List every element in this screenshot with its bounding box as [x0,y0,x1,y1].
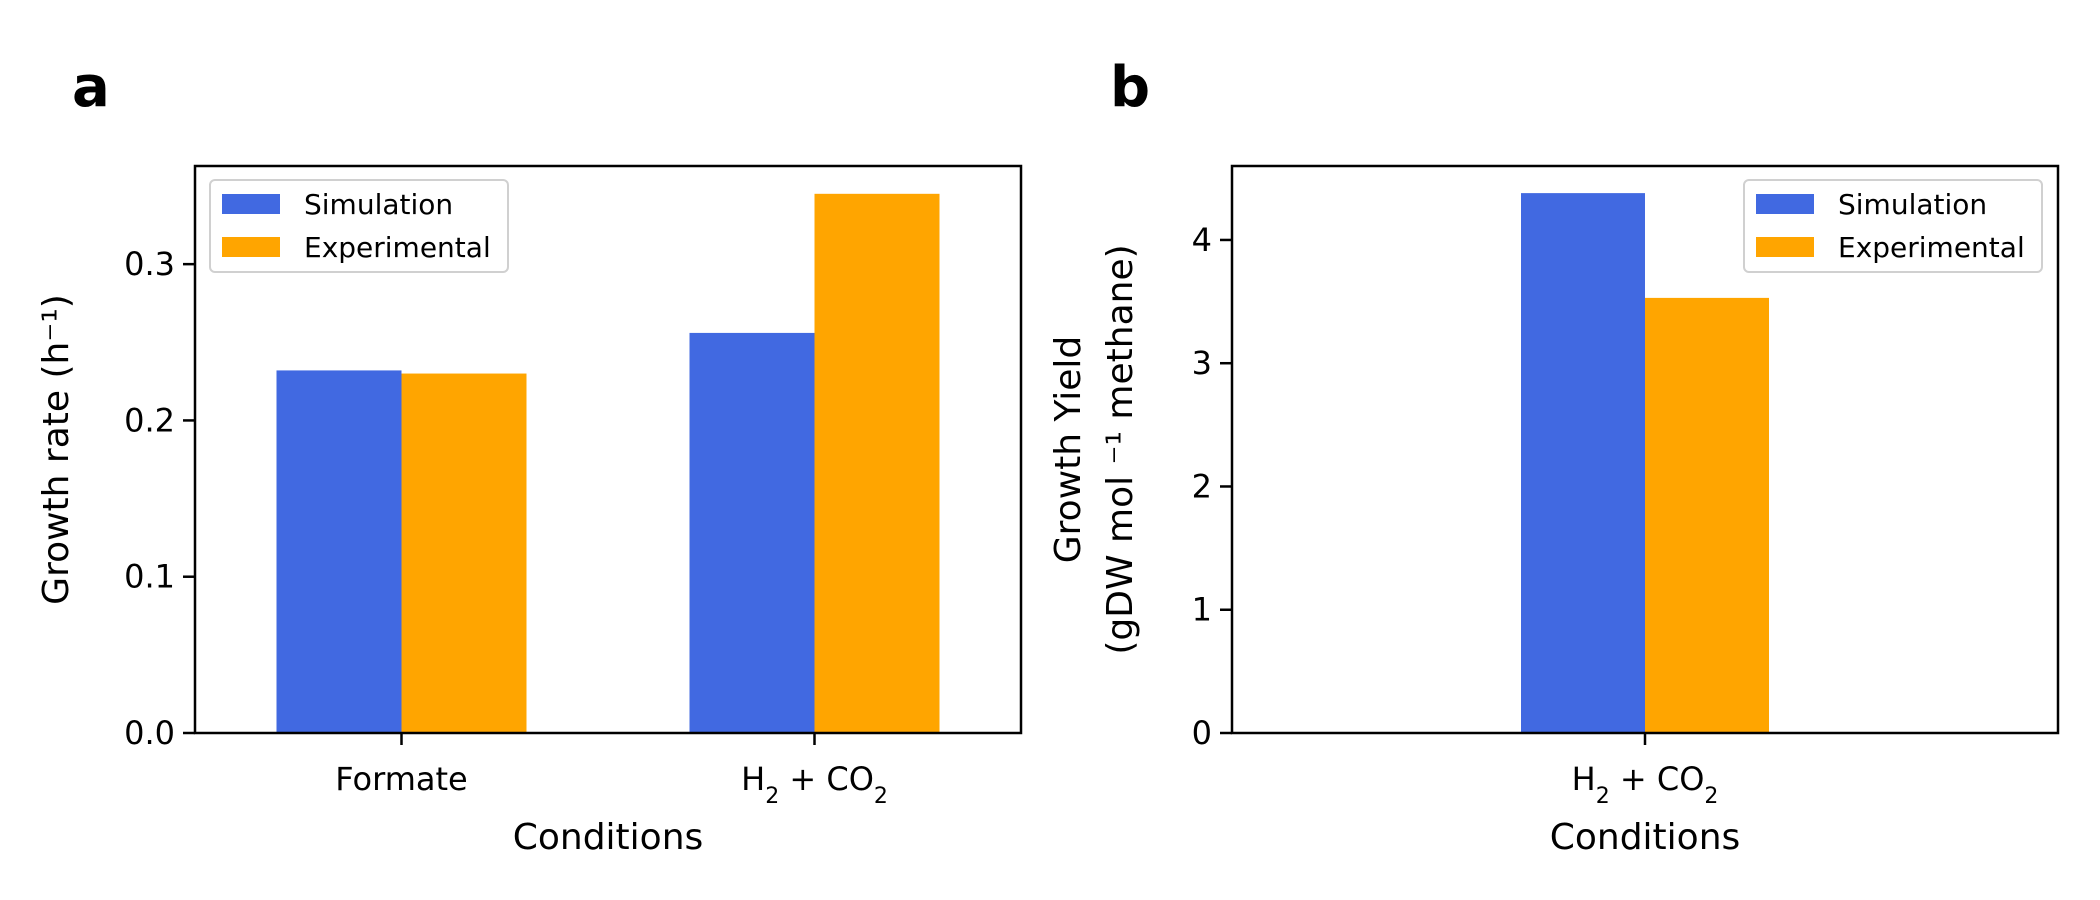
panel-a-legend-label-simulation: Simulation [304,188,453,221]
panel-a-legend-label-experimental: Experimental [304,231,491,264]
panel-a: a 0.0 0.1 0.2 0.3 Formate H2 + CO2 Condition… [36,55,1023,858]
panel-b-legend-swatch-simulation [1756,194,1814,214]
panel-a-bar-experimental-formate [401,373,527,733]
panel-a-y-tick-label: 0.3 [124,245,175,283]
panel-a-legend-swatch-simulation [222,194,280,214]
panel-b-x-axis-title: Conditions [1550,817,1741,858]
panel-a-bar-experimental-h-co [814,193,940,734]
panel-a-legend: Simulation Experimental [209,179,509,273]
panel-b-legend-box [1743,179,2043,273]
panel-b-x-ticks: H2 + CO2 [1572,733,1719,809]
panel-a-bar-simulation-h-co [689,332,815,733]
panel-a-bars [276,193,940,734]
panel-a-x-tick-label-h-co: H2 + CO2 [741,760,888,809]
panel-a-axes-frame [193,164,1023,735]
panel-a-letter: a [72,55,110,120]
panel-b-legend-label-simulation: Simulation [1838,188,1987,221]
panel-b-bars [1521,193,1769,734]
panel-a-y-tick-label: 0.2 [124,401,175,439]
panel-b-x-tick-label-h-co: H2 + CO2 [1572,760,1719,809]
panel-b-bar-experimental-h-co [1645,297,1769,733]
panel-b-y-axis-title-line2: (gDW mol ⁻¹ methane) [1100,244,1141,654]
panel-a-legend-swatch-experimental [222,237,280,257]
panel-b-y-axis-title-line1: Growth Yield [1048,336,1089,563]
panel-b-legend: Simulation Experimental [1743,179,2043,273]
panel-a-y-axis-title: Growth rate (h⁻¹) [36,294,77,605]
panel-a-x-tick-label-formate: Formate [335,760,467,798]
panel-a-y-tick-label: 0.0 [124,714,175,752]
panel-b-y-tick-label: 4 [1192,221,1212,259]
panel-b-y-tick-label: 3 [1192,344,1212,382]
panel-b-y-tick-label: 1 [1192,591,1212,629]
panel-b-y-tick-label: 2 [1192,467,1212,505]
panel-a-y-tick-label: 0.1 [124,558,175,596]
panel-b-letter: b [1110,55,1150,120]
panel-b-legend-swatch-experimental [1756,237,1814,257]
panel-b-axes-frame [1230,164,2060,735]
panel-a-x-ticks: Formate H2 + CO2 [335,733,888,809]
panel-b-legend-label-experimental: Experimental [1838,231,2025,264]
panel-b-bar-simulation-h-co [1521,193,1645,734]
panel-a-legend-box [209,179,509,273]
panel-b: b 0 1 2 3 4 H2 + CO2 Conditions Growth Yield… [1048,55,2060,858]
panel-a-x-axis-title: Conditions [513,817,704,858]
panel-a-y-ticks: 0.0 0.1 0.2 0.3 [124,245,195,752]
panel-b-y-ticks: 0 1 2 3 4 [1192,221,1232,752]
panel-b-y-tick-label: 0 [1192,714,1212,752]
panel-a-bar-simulation-formate [276,370,402,733]
